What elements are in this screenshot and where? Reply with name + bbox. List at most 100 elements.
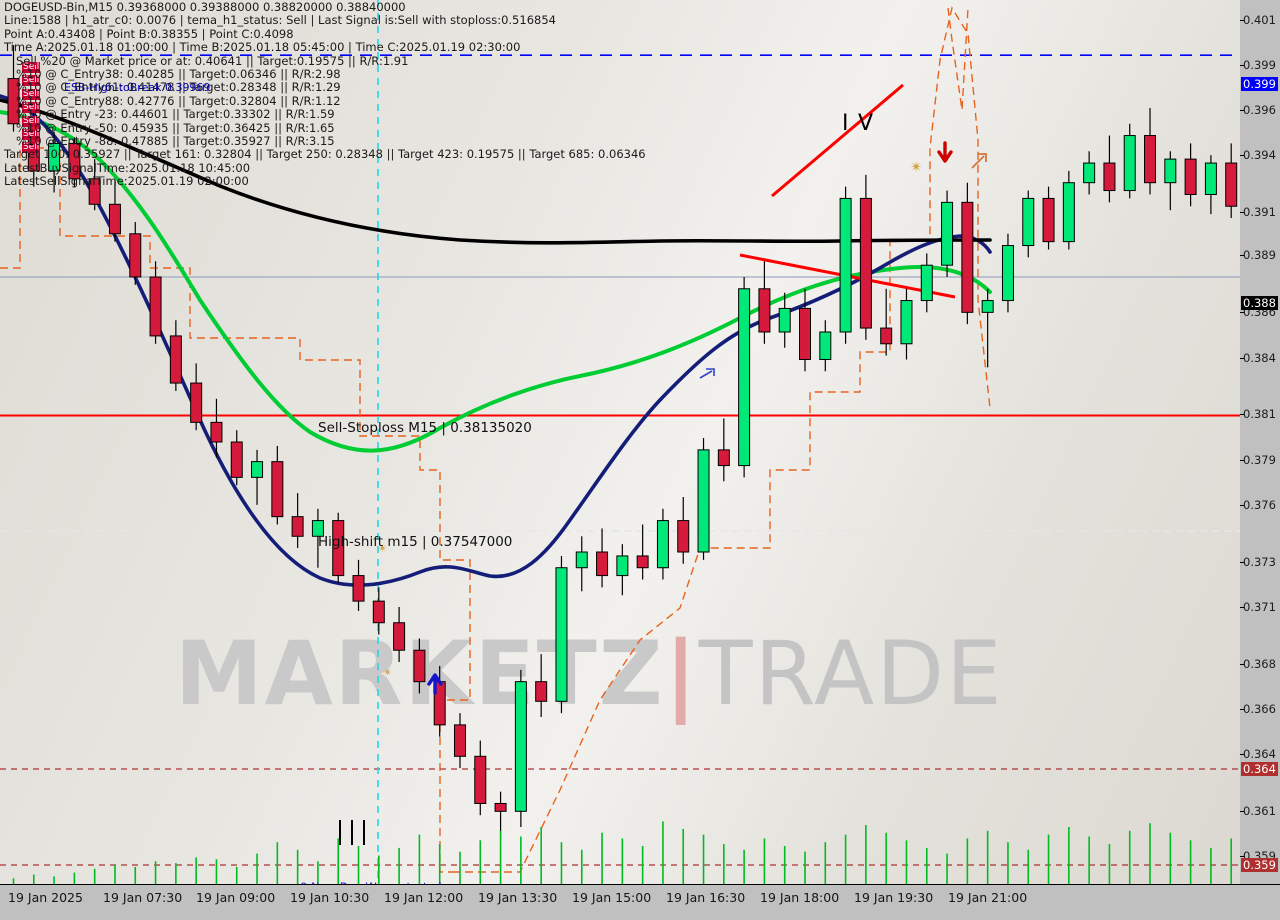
- candle-body: [1083, 162, 1096, 184]
- candle-body: [941, 201, 954, 266]
- chart-info-line-6: %10 @ C_Entry61: 0.41478 || Target:0.283…: [16, 80, 341, 95]
- chart-info-line-10: %10 @ Entry -88: 0.47885 || Target:0.359…: [16, 133, 335, 148]
- pattern-glyph-1: I: [842, 111, 849, 136]
- volume-group: [12, 821, 1232, 884]
- chart-info-line-7: %10 @ C_Entry88: 0.42776 || Target:0.328…: [16, 93, 341, 108]
- price-tick: [1240, 607, 1244, 608]
- price-tick-label: 0.371: [1243, 600, 1276, 614]
- orange-channel-upper: [0, 147, 471, 873]
- stoploss-line-label: Sell-Stoploss M15 | 0.38135020: [318, 420, 532, 436]
- price-tick: [1240, 155, 1244, 157]
- pattern-glyph-2: V: [858, 111, 873, 136]
- candle-body: [210, 421, 223, 443]
- sell-tag-3: Sell: [22, 102, 41, 114]
- sell-tag-4: Sell: [22, 115, 41, 127]
- price-tick: [1240, 212, 1244, 214]
- price-tick-label: 0.379: [1243, 452, 1276, 467]
- candle-body: [880, 327, 893, 345]
- price-tick: [1240, 357, 1244, 359]
- price-tick: [1240, 414, 1244, 416]
- candle-body: [819, 331, 832, 360]
- time-tick-label: 19 Jan 07:30: [103, 890, 183, 905]
- pending-arrow-icon: [971, 153, 987, 169]
- candle-body: [961, 201, 974, 313]
- price-tick-label: 0.389: [1243, 248, 1276, 263]
- chart-info-line-3: Time A:2025.01.18 01:00:00 | Time B:2025…: [4, 40, 521, 55]
- time-tick-label: 19 Jan 12:00: [384, 890, 464, 905]
- candle-body: [129, 233, 142, 278]
- buy-arrow-up-icon: [427, 673, 443, 695]
- candle-body: [1225, 162, 1238, 207]
- price-tick-label: 0.399: [1243, 57, 1276, 72]
- candle-body: [677, 520, 690, 553]
- price-badge-3: 0.359: [1241, 858, 1278, 872]
- chart-plot-area[interactable]: MARKETZ|TRADE ✴ ✴ ✴ I V DOGEUSD-Bin,M15 0.39…: [0, 0, 1241, 885]
- time-tick-label: 19 Jan 18:00: [760, 890, 840, 905]
- price-axis[interactable]: 0.401 0.399 0.396 0.394 0.391 0.389 0.386 0.384…: [1240, 0, 1280, 885]
- price-tick: [1240, 19, 1244, 21]
- candle-body: [494, 802, 507, 812]
- candle-body: [717, 449, 730, 467]
- candle-body: [1164, 158, 1177, 184]
- price-badge-0: 0.399: [1241, 77, 1278, 91]
- candle-body: [981, 300, 994, 313]
- candle-body: [514, 681, 527, 812]
- candle-body: [555, 567, 568, 702]
- chart-canvas: ✴ ✴ ✴ I V: [0, 0, 1240, 884]
- chart-info-line-2: Point A:0.43408 | Point B:0.38355 | Poin…: [4, 26, 294, 41]
- price-tick: [1240, 312, 1244, 314]
- sell-tag-2: Sell: [22, 88, 41, 100]
- chart-info-line-13: LatestSellSignalTime:2025.01.19 02:00:00: [4, 174, 249, 189]
- price-tick-label: 0.381: [1243, 407, 1276, 422]
- candle-body: [1062, 182, 1075, 243]
- sell-tag-0: Sell: [22, 62, 41, 73]
- star-marker-icon-3: ✴: [378, 542, 387, 555]
- candle-body: [575, 551, 588, 569]
- candle-body: [372, 600, 385, 624]
- time-tick-label: 19 Jan 09:00: [196, 890, 276, 905]
- price-tick: [1240, 459, 1244, 461]
- chart-info-line-12: LatestBuySignalTime:2025.01.18 10:45:00: [4, 160, 251, 175]
- time-axis[interactable]: 19 Jan 2025 19 Jan 07:30 19 Jan 09:00 19 Ja…: [0, 885, 1280, 920]
- chart-info-line-0: DOGEUSD-Bin,M15 0.39368000 0.39388000 0.…: [4, 0, 406, 14]
- candle-body: [1204, 162, 1217, 195]
- price-tick: [1240, 709, 1244, 711]
- candle-body: [271, 461, 284, 518]
- candle-body: [656, 520, 669, 569]
- candle-body: [332, 520, 345, 577]
- candle-body: [1103, 162, 1116, 192]
- price-tick: [1240, 255, 1244, 257]
- watermark: MARKETZ|TRADE: [175, 622, 1004, 725]
- candle-body: [474, 755, 487, 804]
- candle-body: [799, 307, 812, 360]
- candle-body: [1184, 158, 1197, 195]
- price-tick-label: 0.396: [1243, 103, 1276, 117]
- candle-body: [1144, 135, 1157, 184]
- price-tick-label: 0.368: [1243, 656, 1276, 671]
- candle-body: [88, 178, 101, 205]
- star-marker-icon: ✴: [910, 158, 923, 176]
- time-tick-label: 19 Jan 13:30: [478, 890, 558, 905]
- candle-body: [230, 441, 243, 478]
- candle-body: [108, 203, 121, 235]
- star-marker-icon-2: ✴: [383, 666, 392, 679]
- candle-body: [352, 575, 365, 602]
- candle-body: [48, 142, 61, 172]
- chart-info-line-8: %10 @ Entry -23: 0.44601 || Target:0.333…: [16, 107, 335, 122]
- chart-info-line-1: Line:1588 | h1_atr_c0: 0.0076 | tema_h1_…: [4, 13, 556, 28]
- candle-body: [1042, 197, 1055, 243]
- candle-body: [7, 78, 20, 125]
- candle-body: [920, 264, 933, 302]
- time-tick-label: 19 Jan 2025: [8, 890, 83, 905]
- chart-info-line-4: Sell %20 @ Market price or at: 0.40641 |…: [16, 53, 409, 68]
- price-tick: [1240, 504, 1244, 506]
- price-tick-label: 0.361: [1243, 804, 1276, 819]
- price-tick: [1240, 856, 1244, 858]
- orange-channel-lower: [452, 6, 991, 873]
- candle-body: [413, 649, 426, 683]
- sell-arrow-down-icon: [937, 141, 953, 163]
- sell-tag-5: Sell: [22, 129, 41, 140]
- time-tick-label: 19 Jan 16:30: [666, 890, 746, 905]
- candle-body: [311, 520, 324, 537]
